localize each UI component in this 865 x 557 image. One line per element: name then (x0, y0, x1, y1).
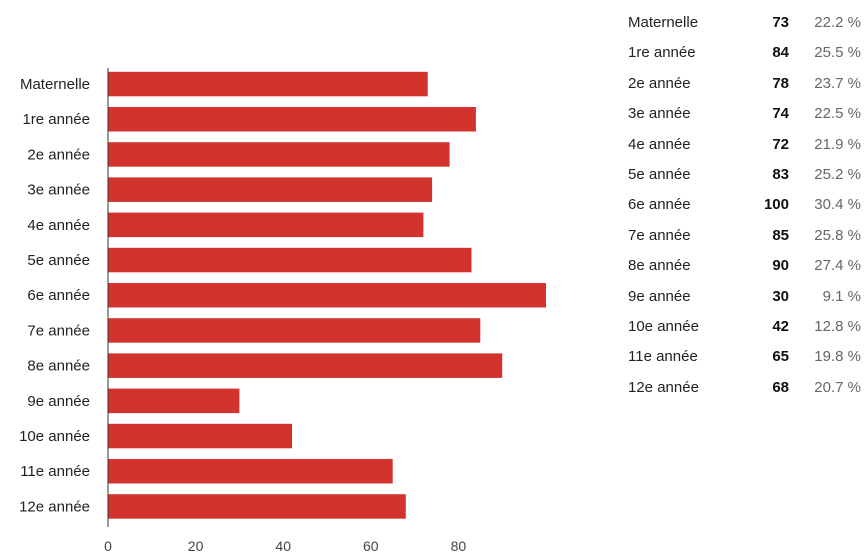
category-label: 1re année (22, 111, 90, 128)
table-count-cell: 74 (772, 105, 789, 123)
category-label: 8e année (27, 358, 90, 375)
table-count-cell: 78 (772, 74, 789, 92)
table-row: 5e année 83 25.2 % (628, 160, 861, 190)
table-category-cell: Maternelle (628, 14, 699, 31)
table-row: 8e année 90 27.4 % (628, 251, 861, 281)
bar (108, 107, 476, 132)
table-percent-cell: 25.2 % (814, 166, 861, 184)
table-count-cell: 72 (772, 135, 789, 153)
category-label: 9e année (27, 393, 90, 410)
x-axis-ticks: 0 20 40 60 80 (104, 538, 466, 554)
table-count-cell: 84 (772, 44, 789, 62)
x-tick-label: 80 (451, 538, 467, 554)
table-row: 2e année 78 23.7 % (628, 69, 861, 99)
bar (108, 71, 428, 97)
category-label: 6e année (27, 287, 90, 304)
table-row: 4e année 72 21.9 % (628, 130, 861, 160)
bar (108, 283, 546, 308)
table-category-cell: 3e année (628, 105, 691, 123)
bar (108, 423, 292, 449)
table-row: 6e année 100 30.4 % (628, 190, 861, 220)
table-category-cell: 2e année (628, 74, 691, 92)
table-row: Maternelle 73 22.2 % (628, 8, 861, 38)
table-category-cell: 4e année (628, 135, 691, 153)
table-percent-cell: 30.4 % (814, 196, 861, 214)
bars-group (108, 71, 546, 519)
table-category-cell: 8e année (628, 257, 691, 275)
table-category-cell: 10e année (628, 318, 699, 336)
table-count-cell: 83 (772, 166, 789, 184)
table-category-cell: 7e année (628, 226, 691, 244)
bar (108, 353, 503, 378)
bar (108, 494, 406, 519)
table-count-cell: 85 (772, 226, 789, 244)
category-label: 4e année (27, 217, 90, 234)
table-percent-cell: 25.5 % (814, 44, 861, 62)
category-label: 10e année (19, 428, 90, 445)
table-category-cell: 5e année (628, 166, 691, 184)
table-row: 7e année 85 25.8 % (628, 221, 861, 251)
table-row: 3e année 74 22.5 % (628, 99, 861, 129)
table-category-cell: 6e année (628, 196, 691, 214)
table-count-cell: 100 (763, 196, 789, 214)
table-count-cell: 68 (772, 378, 789, 396)
table-percent-cell: 22.2 % (814, 14, 861, 31)
category-labels: Maternelle 1re année 2e année 3e année 4e an… (19, 76, 90, 515)
table-count-cell: 42 (772, 318, 789, 336)
category-label: 11e année (20, 463, 90, 480)
category-label: Maternelle (20, 76, 90, 93)
bar (108, 177, 433, 202)
table-percent-cell: 20.7 % (814, 378, 861, 396)
category-label: 3e année (27, 182, 90, 199)
table-row: 11e année 65 19.8 % (628, 342, 861, 372)
bar (108, 459, 393, 484)
table-row: 9e année 30 9.1 % (628, 282, 861, 312)
category-label: 7e année (27, 322, 90, 339)
x-tick-label: 20 (188, 538, 204, 554)
table-category-cell: 11e année (628, 348, 698, 366)
table-count-cell: 73 (772, 14, 789, 31)
summary-table-body: Maternelle 73 22.2 % 1re année 84 25.5 % 2e an… (628, 8, 861, 403)
table-category-cell: 9e année (628, 287, 691, 305)
table-category-cell: 12e année (628, 378, 699, 396)
table-percent-cell: 23.7 % (814, 74, 861, 92)
x-tick-label: 40 (275, 538, 291, 554)
table-percent-cell: 21.9 % (814, 135, 861, 153)
table-count-cell: 90 (772, 257, 789, 275)
bar (108, 388, 240, 414)
table-row: 12e année 68 20.7 % (628, 373, 861, 403)
table-percent-cell: 9.1 % (822, 287, 861, 305)
category-label: 2e année (27, 146, 90, 163)
bar (108, 142, 450, 167)
table-row: 1re année 84 25.5 % (628, 38, 861, 68)
table-percent-cell: 27.4 % (814, 257, 861, 275)
table-count-cell: 65 (772, 348, 789, 366)
table-row: 10e année 42 12.8 % (628, 312, 861, 342)
table-percent-cell: 12.8 % (814, 318, 861, 336)
table-category-cell: 1re année (628, 44, 696, 62)
table-percent-cell: 25.8 % (814, 226, 861, 244)
table-percent-cell: 19.8 % (814, 348, 861, 366)
category-label: 5e année (27, 252, 90, 269)
table-count-cell: 30 (772, 287, 789, 305)
category-label: 12e année (19, 498, 90, 515)
summary-table: Maternelle 73 22.2 % 1re année 84 25.5 % 2e an… (628, 8, 861, 403)
x-tick-label: 60 (363, 538, 379, 554)
bar (108, 212, 424, 238)
bar (108, 247, 472, 273)
table-percent-cell: 22.5 % (814, 105, 861, 123)
bar (108, 318, 481, 343)
x-tick-label: 0 (104, 538, 112, 554)
